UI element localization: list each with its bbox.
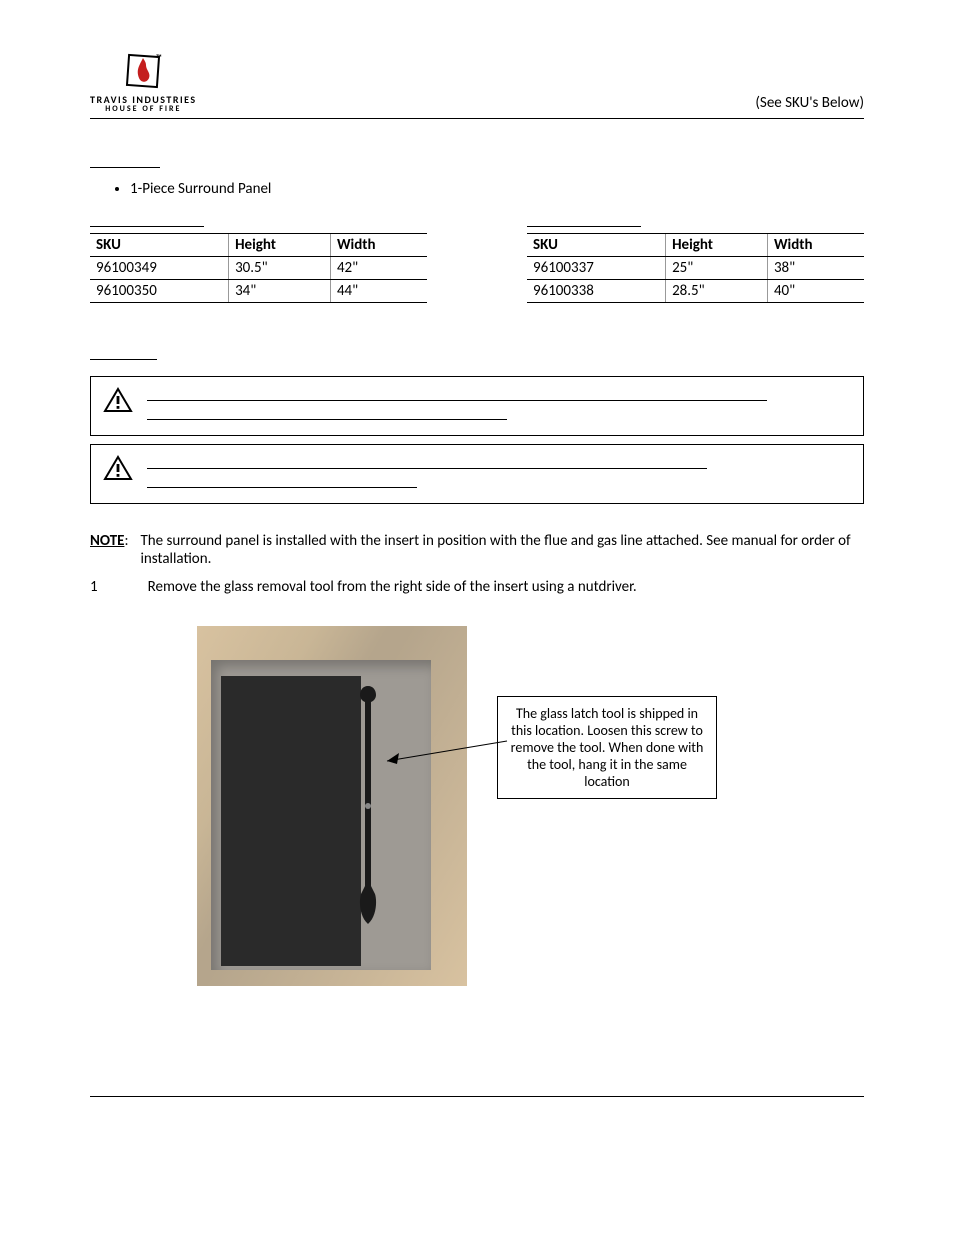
warning-box-1 xyxy=(90,376,864,436)
left-table-wrap: Large Insert Panels SKU Height Width 961… xyxy=(90,208,427,303)
cell: 96100338 xyxy=(527,279,666,302)
right-sku-table: SKU Height Width 96100337 25" 38" 961003… xyxy=(527,233,864,303)
logo: ™ TRAVIS INDUSTRIES HOUSE OF FIRE xyxy=(90,50,197,114)
note-block: NOTE: The surround panel is installed wi… xyxy=(90,532,864,568)
installation-heading: Installation xyxy=(90,341,157,360)
header-right-note: (See SKU's Below) xyxy=(755,94,864,114)
cell: 30.5" xyxy=(229,256,331,279)
logo-line2: HOUSE OF FIRE xyxy=(90,105,197,114)
packing-list-heading: Packing List xyxy=(90,149,160,168)
table-row: 96100337 25" 38" xyxy=(527,256,864,279)
table-row: 96100349 30.5" 42" xyxy=(90,256,427,279)
footer-rule xyxy=(90,1096,864,1114)
parts-list: 1-Piece Surround Panel xyxy=(130,180,864,198)
step-text: Remove the glass removal tool from the r… xyxy=(148,578,637,596)
cell: 96100337 xyxy=(527,256,666,279)
photo-dark-opening xyxy=(221,676,361,966)
warning-text-2 xyxy=(147,455,851,493)
step-number: 1 xyxy=(90,578,98,596)
warning-text-1 xyxy=(147,387,851,425)
right-table-wrap: Small Insert Panels SKU Height Width 961… xyxy=(527,208,864,303)
col-width: Width xyxy=(767,233,864,256)
col-sku: SKU xyxy=(90,233,229,256)
warning-icon xyxy=(103,387,133,413)
callout-arrow xyxy=(377,736,517,776)
cell: 44" xyxy=(330,279,427,302)
flame-icon: ™ xyxy=(122,50,164,92)
warning-icon xyxy=(103,455,133,481)
table-row: 96100350 34" 44" xyxy=(90,279,427,302)
table-header-row: SKU Height Width xyxy=(90,233,427,256)
cell: 42" xyxy=(330,256,427,279)
left-table-label: Large Insert Panels xyxy=(90,208,204,227)
note-text: The surround panel is installed with the… xyxy=(140,532,864,568)
col-height: Height xyxy=(229,233,331,256)
svg-text:™: ™ xyxy=(156,53,162,63)
col-height: Height xyxy=(666,233,768,256)
list-item: 1-Piece Surround Panel xyxy=(130,180,864,198)
cell: 25" xyxy=(666,256,768,279)
cell: 38" xyxy=(767,256,864,279)
cell: 96100349 xyxy=(90,256,229,279)
cell: 28.5" xyxy=(666,279,768,302)
wrench-icon xyxy=(357,686,379,926)
step-1: 1 Remove the glass removal tool from the… xyxy=(90,578,864,596)
cell: 40" xyxy=(767,279,864,302)
table-header-row: SKU Height Width xyxy=(527,233,864,256)
figure: The glass latch tool is shipped in this … xyxy=(197,626,757,1006)
table-row: 96100338 28.5" 40" xyxy=(527,279,864,302)
right-table-label: Small Insert Panels xyxy=(527,208,641,227)
logo-text: TRAVIS INDUSTRIES HOUSE OF FIRE xyxy=(90,94,197,114)
cell: 34" xyxy=(229,279,331,302)
sku-tables: Large Insert Panels SKU Height Width 961… xyxy=(90,208,864,303)
col-width: Width xyxy=(330,233,427,256)
col-sku: SKU xyxy=(527,233,666,256)
page-header: ™ TRAVIS INDUSTRIES HOUSE OF FIRE (See S… xyxy=(90,50,864,119)
left-sku-table: SKU Height Width 96100349 30.5" 42" 9610… xyxy=(90,233,427,303)
page: ™ TRAVIS INDUSTRIES HOUSE OF FIRE (See S… xyxy=(0,0,954,1174)
photo xyxy=(197,626,467,986)
note-label: NOTE: xyxy=(90,532,128,568)
callout-box: The glass latch tool is shipped in this … xyxy=(497,696,717,799)
cell: 96100350 xyxy=(90,279,229,302)
warning-box-2 xyxy=(90,444,864,504)
